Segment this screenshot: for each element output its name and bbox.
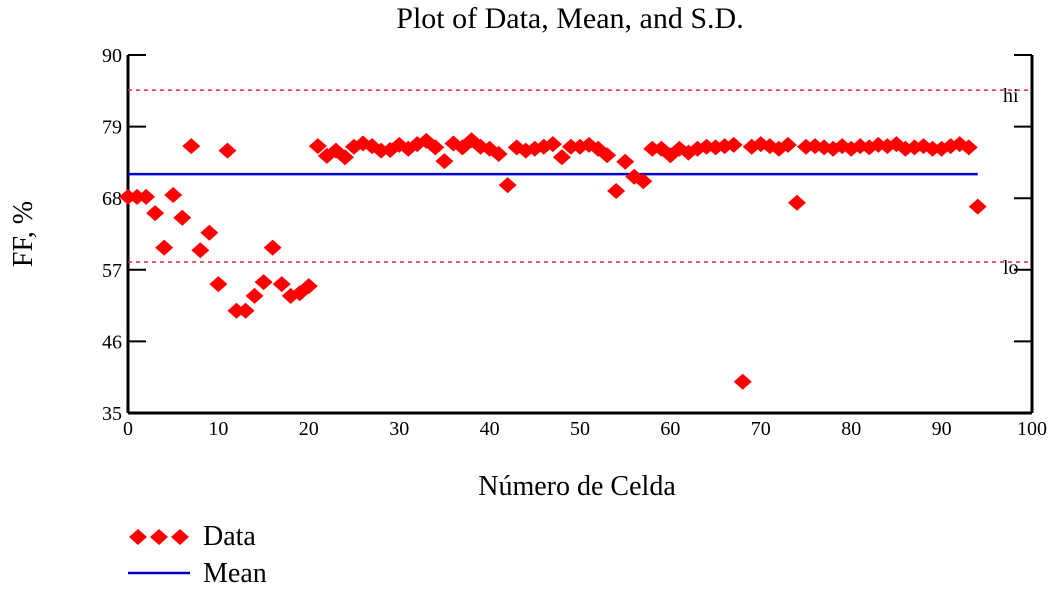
x-tick-label: 40 [480,418,500,440]
y-axis-label: FF, % [8,201,39,267]
data-point [254,274,273,291]
data-point [733,373,752,390]
y-tick-label: 46 [102,331,122,353]
data-point [489,145,508,162]
data-point [426,139,445,156]
data-point [308,138,327,155]
legend-data-marker-diamond [171,529,189,545]
data-point [200,224,219,241]
data-point [616,153,635,170]
legend-mean-label: Mean [203,558,267,589]
y-tick-label: 90 [102,45,122,67]
data-point [236,302,255,319]
data-point [959,139,978,156]
x-tick-label: 10 [208,418,228,440]
legend: Data Mean [128,521,267,589]
data-point [272,276,291,293]
x-tick-label: 90 [932,418,952,440]
data-point [191,242,210,259]
data-point [543,136,562,153]
x-tick-label: 50 [570,418,590,440]
legend-data-marker [129,529,189,545]
ref-label-hi: hi [1003,85,1019,107]
ref-label-lo: lo [1003,257,1019,279]
data-point [146,205,165,222]
data-point [137,188,156,205]
legend-data-marker-diamond [150,529,168,545]
data-point [552,149,571,166]
x-tick-label: 0 [123,418,133,440]
x-axis-label: Número de Celda [478,471,676,502]
data-point [607,183,626,200]
chart-title: Plot of Data, Mean, and S.D. [396,2,743,35]
data-point [561,138,580,155]
legend-data-label: Data [203,521,256,552]
data-point [218,142,237,159]
data-point [643,140,662,157]
data-point [968,198,987,215]
x-tick-label: 30 [389,418,409,440]
y-tick-label: 35 [102,403,122,425]
data-point [634,173,653,190]
data-point [598,147,617,164]
x-tick-label: 60 [660,418,680,440]
data-point [335,149,354,166]
data-point [923,140,942,157]
y-tick-label: 68 [102,188,122,210]
data-point [498,177,517,194]
data-point [164,186,183,203]
data-point [119,188,137,205]
x-tick-label: 100 [1017,418,1047,440]
data-point [227,302,246,319]
data-point [778,136,797,153]
data-point [245,287,264,304]
data-point [128,188,147,205]
data-point [182,138,201,155]
data-point [263,239,282,256]
data-point [299,278,318,295]
data-point [787,194,806,211]
data-point [435,153,454,170]
y-tick-label: 57 [102,260,122,282]
data-point [724,136,743,153]
plot-area: 35 46 57 68 79 90 0 10 20 30 40 50 60 70 80 90 100 hi lo [102,45,1047,440]
data-point [209,276,228,293]
y-tick-label: 79 [102,117,122,139]
data-point [173,209,192,226]
x-tick-label: 20 [299,418,319,440]
legend-data-marker-diamond [129,529,147,545]
x-tick-label: 80 [841,418,861,440]
x-tick-label: 70 [751,418,771,440]
data-point [155,239,174,256]
